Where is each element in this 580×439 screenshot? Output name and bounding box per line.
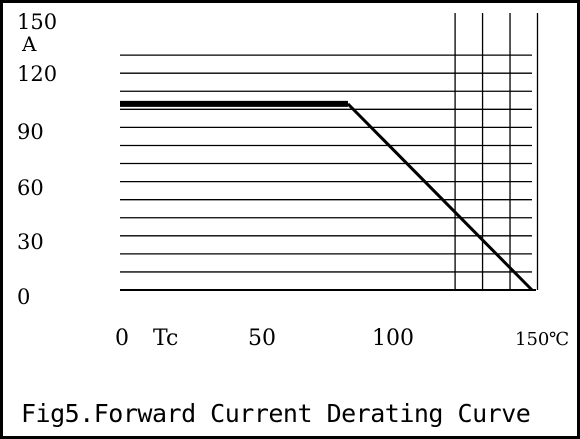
y-tick-90: 90: [17, 120, 44, 144]
vertical-gridlines: [454, 13, 539, 290]
series-0-derating-segment: [346, 102, 534, 292]
x-axis-name: Tc: [153, 326, 178, 351]
x-tick-150: 150: [515, 329, 549, 350]
x-unit-label: ℃: [549, 329, 569, 350]
y-unit-label: A: [21, 32, 37, 56]
x-tick-0: 0: [115, 326, 129, 351]
y-tick-60: 60: [17, 176, 44, 200]
horizontal-gridlines: [120, 54, 536, 291]
y-tick-30: 30: [17, 230, 44, 254]
x-tick-100: 100: [372, 326, 414, 351]
series-layer: [119, 100, 534, 292]
x-tick-50: 50: [248, 326, 276, 351]
y-tick-0: 0: [17, 285, 30, 309]
y-tick-120: 120: [17, 62, 57, 86]
y-tick-150: 150: [17, 10, 57, 34]
figure-caption: Fig5.Forward Current Derating Curve: [21, 399, 531, 428]
derating-chart: 150 A 120 90 60 30 0 0 Tc 50 100 150 ℃: [17, 10, 569, 351]
